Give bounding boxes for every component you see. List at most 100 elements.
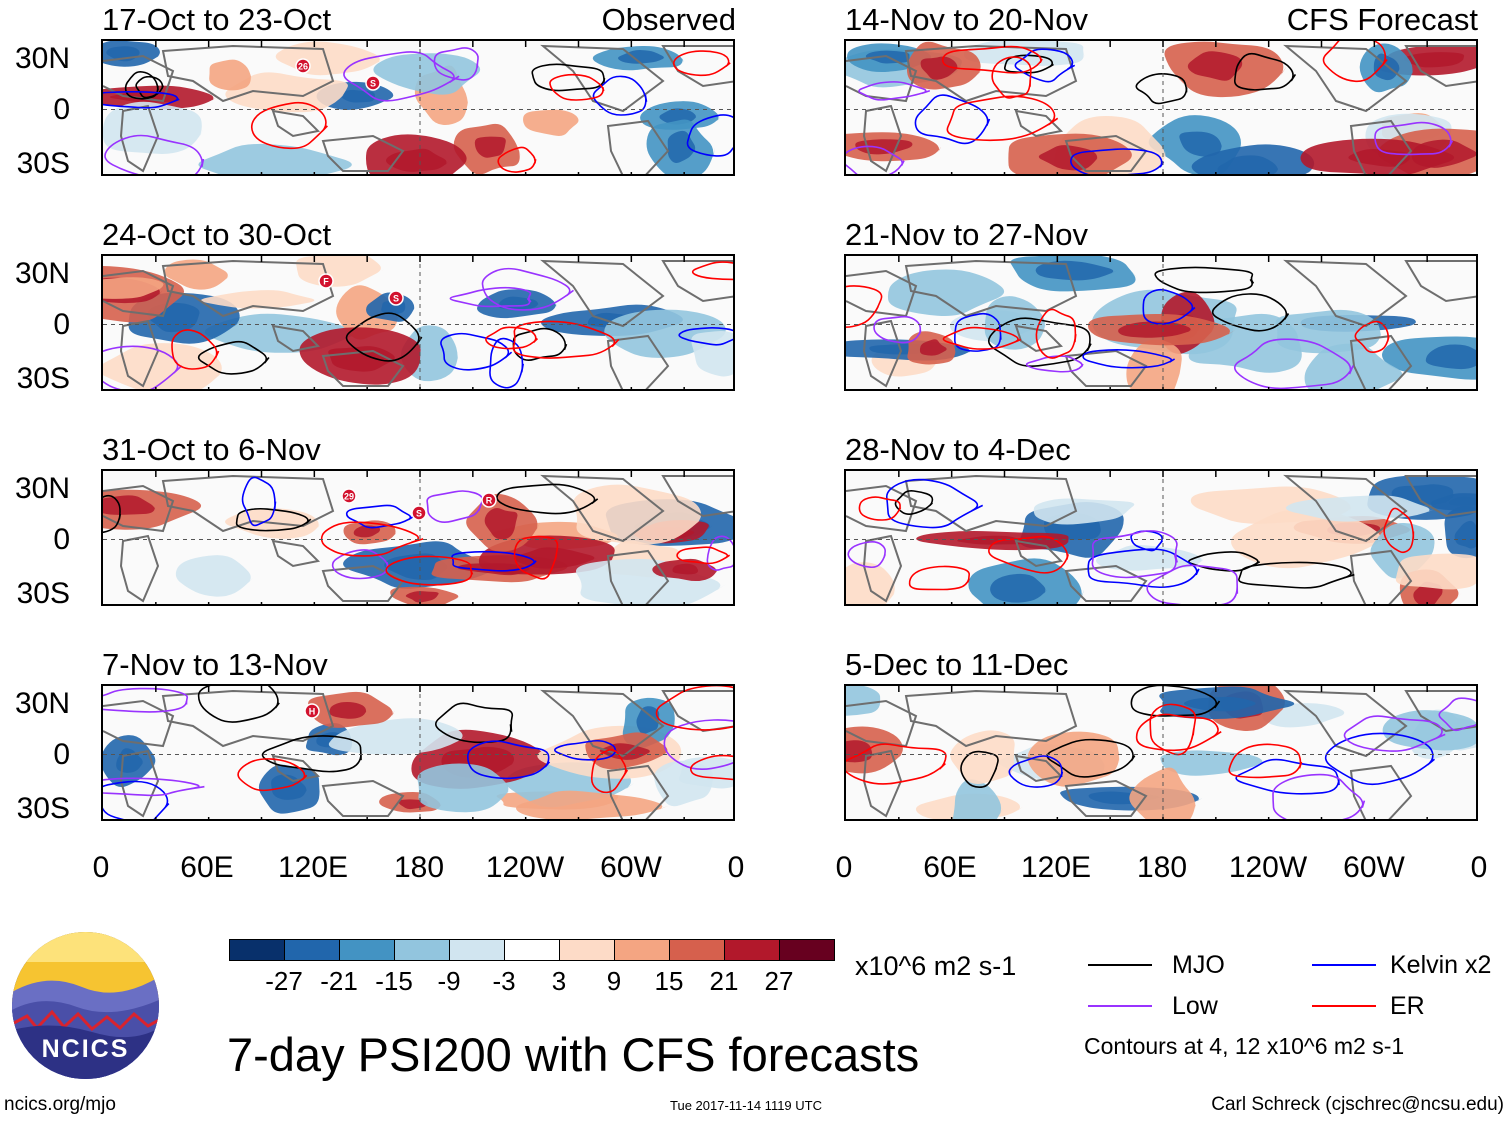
shading-core — [957, 535, 1029, 545]
coastline — [1349, 334, 1413, 389]
shading-blob — [1382, 710, 1476, 751]
shading-core — [1217, 155, 1278, 174]
contour-line — [261, 735, 362, 773]
shading-blob — [209, 59, 252, 91]
shading-blob — [1275, 309, 1382, 354]
map-panel-fcst-2 — [844, 254, 1478, 391]
shading-core — [329, 701, 367, 719]
storm-marker-icon — [318, 273, 334, 289]
panel-title-fcst-3: 28-Nov to 4-Dec — [845, 432, 1071, 467]
colorbar-tick-label: -21 — [320, 966, 358, 996]
contour-line — [512, 320, 620, 359]
contour-line — [250, 101, 328, 150]
lon-label-60w-right: 60W — [1343, 851, 1405, 884]
shading-core — [1035, 260, 1118, 281]
contour-line — [1087, 548, 1200, 589]
contour-line — [385, 555, 474, 586]
colorbar-swatch — [724, 939, 780, 961]
contour-line — [946, 95, 1059, 142]
panel-title-obs-2: 24-Oct to 30-Oct — [102, 217, 332, 252]
lat-label-30s-2: 30S — [16, 362, 70, 395]
coastline — [1014, 324, 1064, 353]
coastline — [606, 549, 670, 604]
contour-line — [1135, 72, 1188, 105]
ncics-logo: NCICS — [12, 932, 159, 1079]
shading-blob — [846, 562, 896, 604]
contour-line — [1343, 715, 1446, 752]
shading-blob — [198, 143, 361, 174]
colorbar-swatch — [449, 939, 505, 961]
shading-blob — [846, 686, 881, 716]
contour-line — [847, 541, 887, 569]
lat-label-30n-2: 30N — [14, 257, 70, 290]
coastline — [540, 474, 665, 543]
contour-line — [1091, 530, 1178, 579]
storm-marker-label: R — [486, 496, 493, 506]
shading-blob — [1395, 553, 1476, 590]
coastline — [606, 334, 670, 389]
contour-line — [953, 312, 1002, 352]
contours-note: Contours at 4, 12 x10^6 m2 s-1 — [1084, 1033, 1405, 1059]
colorbar-swatch — [669, 939, 725, 961]
contour-line — [1135, 713, 1222, 752]
legend-label-low: Low — [1172, 992, 1218, 1020]
storm-marker-label: S — [416, 509, 422, 519]
storm-marker-label: H — [309, 707, 316, 717]
contour-line — [1235, 758, 1340, 795]
contour-line — [1374, 121, 1454, 156]
coastline — [606, 764, 670, 819]
coastline — [846, 484, 918, 533]
storm-marker-icon — [295, 58, 311, 74]
colorbar-units: x10^6 m2 s-1 — [855, 951, 1017, 981]
contour-line — [513, 535, 559, 580]
url-link[interactable]: ncics.org/mjo — [4, 1094, 116, 1115]
lon-label-60e-right: 60E — [923, 851, 977, 884]
shading-blob — [103, 343, 225, 389]
contour-line — [960, 750, 999, 789]
lon-label-0-left: 0 — [92, 851, 110, 884]
coastline — [1014, 539, 1064, 568]
contour-line — [846, 145, 905, 174]
contour-line — [1014, 48, 1076, 83]
shading-core — [1454, 520, 1476, 549]
coastline — [119, 104, 160, 173]
legend-line-low — [1088, 1005, 1152, 1007]
coastline — [161, 689, 335, 748]
colorbar-swatch — [284, 939, 340, 961]
contour-line — [433, 47, 479, 81]
colorbar-tick-label: 3 — [551, 966, 567, 996]
map-panel-obs-1: 26 S — [101, 39, 735, 176]
colorbar-tick-label: -27 — [265, 966, 303, 996]
panel-title-obs-4: 7-Nov to 13-Nov — [102, 647, 328, 682]
lat-label-30s-1: 30S — [16, 147, 70, 180]
coastline — [904, 689, 1078, 748]
contour-line — [894, 490, 934, 515]
lat-label-eq-3: 0 — [53, 523, 70, 556]
contour-line — [908, 565, 970, 591]
legend-label-mjo: MJO — [1172, 951, 1225, 979]
colorbar-tick-label: 21 — [709, 966, 739, 996]
lon-label-0-left-end: 0 — [727, 851, 745, 884]
colorbar-tick-label: -15 — [375, 966, 413, 996]
contour-line — [345, 312, 423, 362]
contour-line — [942, 326, 1022, 350]
contour-line — [197, 686, 280, 723]
shading-core — [636, 706, 660, 735]
shading-blob — [887, 269, 1010, 316]
coastline — [103, 269, 175, 318]
coastline — [846, 269, 918, 318]
shading-core — [474, 136, 506, 158]
contour-line — [497, 146, 537, 173]
storm-marker-icon — [411, 505, 427, 521]
colorbar-tick-label: 15 — [654, 966, 684, 996]
colorbar-tick-label: 9 — [606, 966, 622, 996]
contour-line — [914, 94, 991, 145]
legend-label-er: ER — [1390, 992, 1425, 1020]
coastline — [1283, 44, 1408, 113]
coastline — [1349, 549, 1413, 604]
contour-line — [103, 90, 180, 109]
map-panel-obs-4: H — [101, 684, 735, 821]
credit: Carl Schreck (cjschrec@ncsu.edu) — [1211, 1094, 1504, 1115]
storm-marker-icon — [388, 290, 404, 306]
